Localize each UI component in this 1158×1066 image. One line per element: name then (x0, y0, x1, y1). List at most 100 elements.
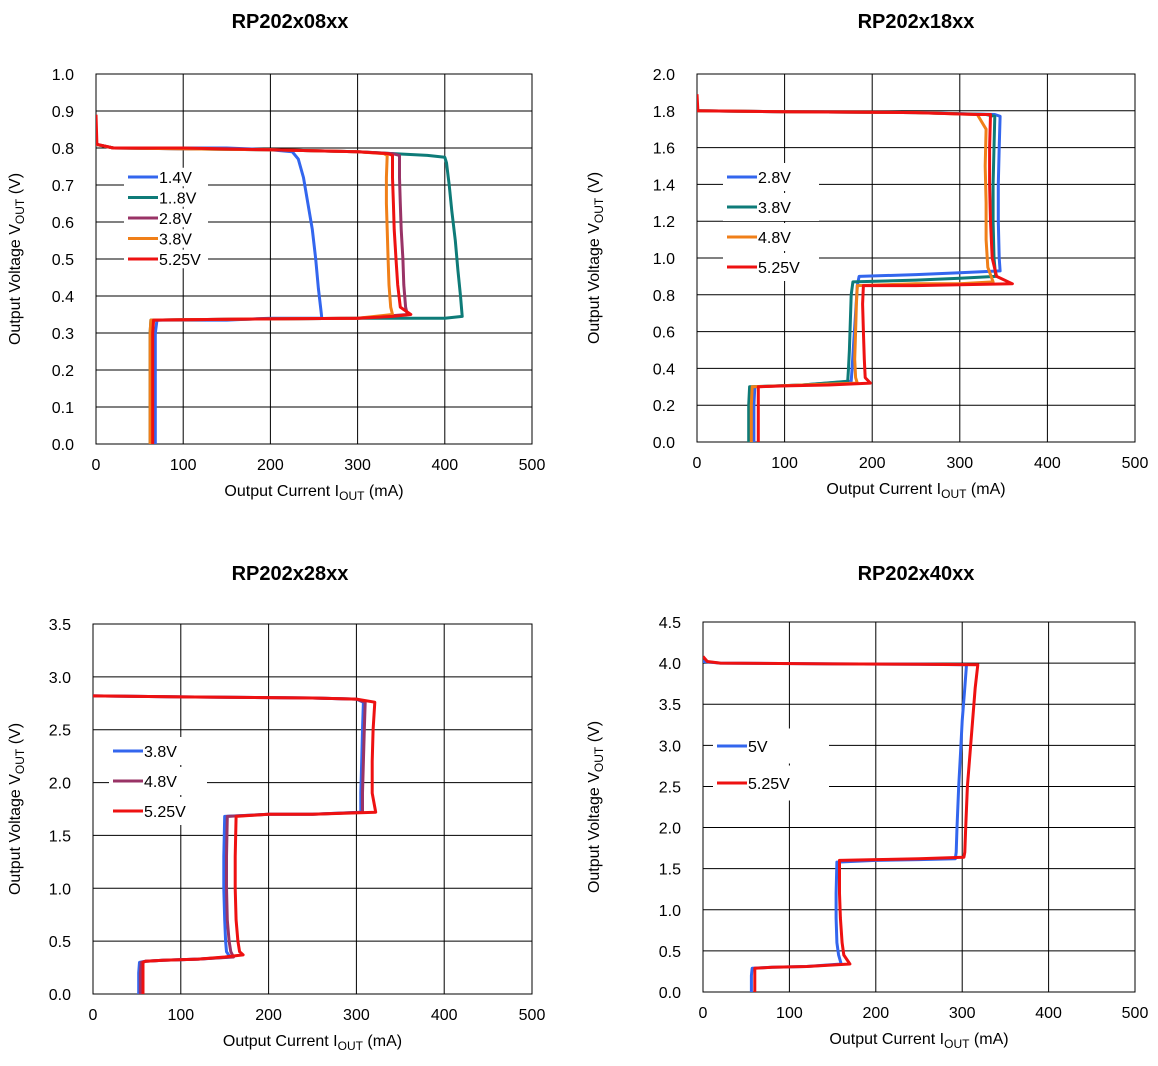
y-tick-label: 0.1 (52, 400, 74, 417)
legend-background (124, 188, 208, 207)
x-tick-label: 400 (1034, 455, 1061, 472)
y-tick-label: 0.6 (52, 215, 74, 232)
legend-label: 3.8V (144, 744, 177, 761)
chart-panel: RP202x40xx 0 100 200 300 400 500 0.0 0.5 1.0 1.5 2.… (579, 533, 1158, 1066)
y-tick-label: 1.0 (653, 251, 675, 268)
y-tick-label: 0.7 (52, 178, 74, 195)
y-tick-label: 4.0 (659, 656, 681, 673)
y-tick-label: 2.0 (653, 67, 675, 84)
y-tick-label: 3.0 (659, 738, 681, 755)
y-tick-label: 3.5 (49, 617, 71, 634)
x-tick-label: 0 (693, 455, 702, 472)
x-tick-label: 100 (776, 1005, 803, 1022)
y-tick-label: 3.5 (659, 697, 681, 714)
legend-label: 5.25V (758, 260, 800, 277)
series-line (96, 114, 413, 444)
y-tick-label: 0.0 (52, 437, 74, 454)
x-tick-label: 500 (519, 457, 546, 474)
x-tick-label: 0 (699, 1005, 708, 1022)
x-tick-label: 500 (1122, 1005, 1149, 1022)
x-tick-label: 200 (255, 1007, 282, 1024)
y-tick-label: 1.2 (653, 214, 675, 231)
chart-svg: RP202x40xx 0 100 200 300 400 500 0.0 0.5 1.0 1.5 2.… (586, 563, 1149, 1051)
y-tick-label: 1.6 (653, 141, 675, 158)
x-tick-label: 200 (859, 455, 886, 472)
y-tick-label: 0.4 (653, 361, 675, 378)
x-axis-label: Output Current IOUT (mA) (829, 1031, 1008, 1051)
legend-label: 1.4V (159, 170, 192, 187)
series-line (703, 660, 968, 992)
y-tick-label: 4.5 (659, 615, 681, 632)
y-tick-label: 0.0 (49, 987, 71, 1004)
y-tick-label: 1.0 (49, 881, 71, 898)
y-tick-label: 0.9 (52, 104, 74, 121)
x-tick-label: 400 (1035, 1005, 1062, 1022)
x-axis-label: Output Current IOUT (mA) (224, 483, 403, 503)
x-tick-label: 100 (771, 455, 798, 472)
chart-title: RP202x18xx (858, 11, 975, 33)
y-tick-label: 0.5 (49, 934, 71, 951)
legend-label: 3.8V (758, 200, 791, 217)
x-axis-label: Output Current IOUT (mA) (223, 1033, 402, 1053)
y-tick-label: 1.0 (659, 903, 681, 920)
x-tick-label: 400 (431, 1007, 458, 1024)
legend-label: 1..8V (159, 191, 197, 208)
y-tick-label: 2.5 (659, 779, 681, 796)
legend-label: 3.8V (159, 232, 192, 249)
y-axis-label: Output Voltage VOUT (V) (7, 173, 27, 345)
legend-label: 4.8V (144, 774, 177, 791)
chart-title: RP202x08xx (232, 11, 349, 33)
y-tick-label: 2.0 (659, 821, 681, 838)
x-tick-label: 200 (257, 457, 284, 474)
chart-svg: RP202x08xx 0 100 200 300 400 500 0.0 0.1 0.2 0.3 0.… (7, 11, 546, 503)
y-tick-label: 2.0 (49, 776, 71, 793)
plot-frame (92, 623, 533, 995)
chart-svg: RP202x18xx 0 100 200 300 400 500 0.0 0.2 0.4 0.6 0.… (586, 11, 1149, 501)
y-tick-label: 0.6 (653, 325, 675, 342)
y-tick-label: 1.5 (49, 828, 71, 845)
series-line (93, 694, 378, 994)
x-tick-label: 500 (519, 1007, 546, 1024)
y-tick-label: 0.0 (653, 435, 675, 452)
y-tick-label: 0.4 (52, 289, 74, 306)
y-tick-label: 1.8 (653, 104, 675, 121)
legend-label: 5.25V (144, 804, 186, 821)
y-tick-label: 0.8 (52, 141, 74, 158)
legend-label: 2.8V (758, 170, 791, 187)
legend-label: 5V (748, 739, 768, 756)
chart-title: RP202x28xx (232, 563, 349, 585)
chart-panel: RP202x18xx 0 100 200 300 400 500 0.0 0.2 0.4 0.6 0.… (579, 0, 1158, 533)
plot-frame (95, 73, 533, 445)
y-axis-label: Output Voltage VOUT (V) (586, 172, 606, 344)
y-tick-label: 1.0 (52, 67, 74, 84)
chart-panel: RP202x28xx 0 100 200 300 400 500 0.0 0.5 1.0 1.5 2.… (0, 533, 579, 1066)
plot-frame (702, 621, 1136, 993)
legend-background (124, 208, 208, 228)
y-tick-label: 1.5 (659, 862, 681, 879)
x-tick-label: 400 (431, 457, 458, 474)
x-tick-label: 0 (92, 457, 101, 474)
chart-title: RP202x40xx (858, 563, 975, 585)
plot-frame (696, 73, 1136, 443)
legend-background (124, 167, 208, 187)
series-line (703, 655, 980, 992)
x-tick-label: 300 (946, 455, 973, 472)
y-tick-label: 0.0 (659, 985, 681, 1002)
y-tick-label: 0.2 (653, 398, 675, 415)
x-tick-label: 300 (344, 457, 371, 474)
legend-label: 5.25V (159, 252, 201, 269)
chart-panel: RP202x08xx 0 100 200 300 400 500 0.0 0.1 0.2 0.3 0.… (0, 0, 579, 533)
y-tick-label: 0.5 (659, 944, 681, 961)
y-axis-label: Output Voltage VOUT (V) (7, 723, 27, 895)
x-tick-label: 200 (862, 1005, 889, 1022)
y-axis-label: Output Voltage VOUT (V) (586, 721, 606, 893)
series-line (697, 94, 1014, 442)
chart-svg: RP202x28xx 0 100 200 300 400 500 0.0 0.5 1.0 1.5 2.… (7, 563, 546, 1053)
y-tick-label: 2.5 (49, 723, 71, 740)
y-tick-label: 3.0 (49, 670, 71, 687)
x-tick-label: 500 (1122, 455, 1149, 472)
x-tick-label: 0 (89, 1007, 98, 1024)
legend-background (124, 249, 208, 269)
legend-label: 2.8V (159, 211, 192, 228)
legend-label: 5.25V (748, 776, 790, 793)
